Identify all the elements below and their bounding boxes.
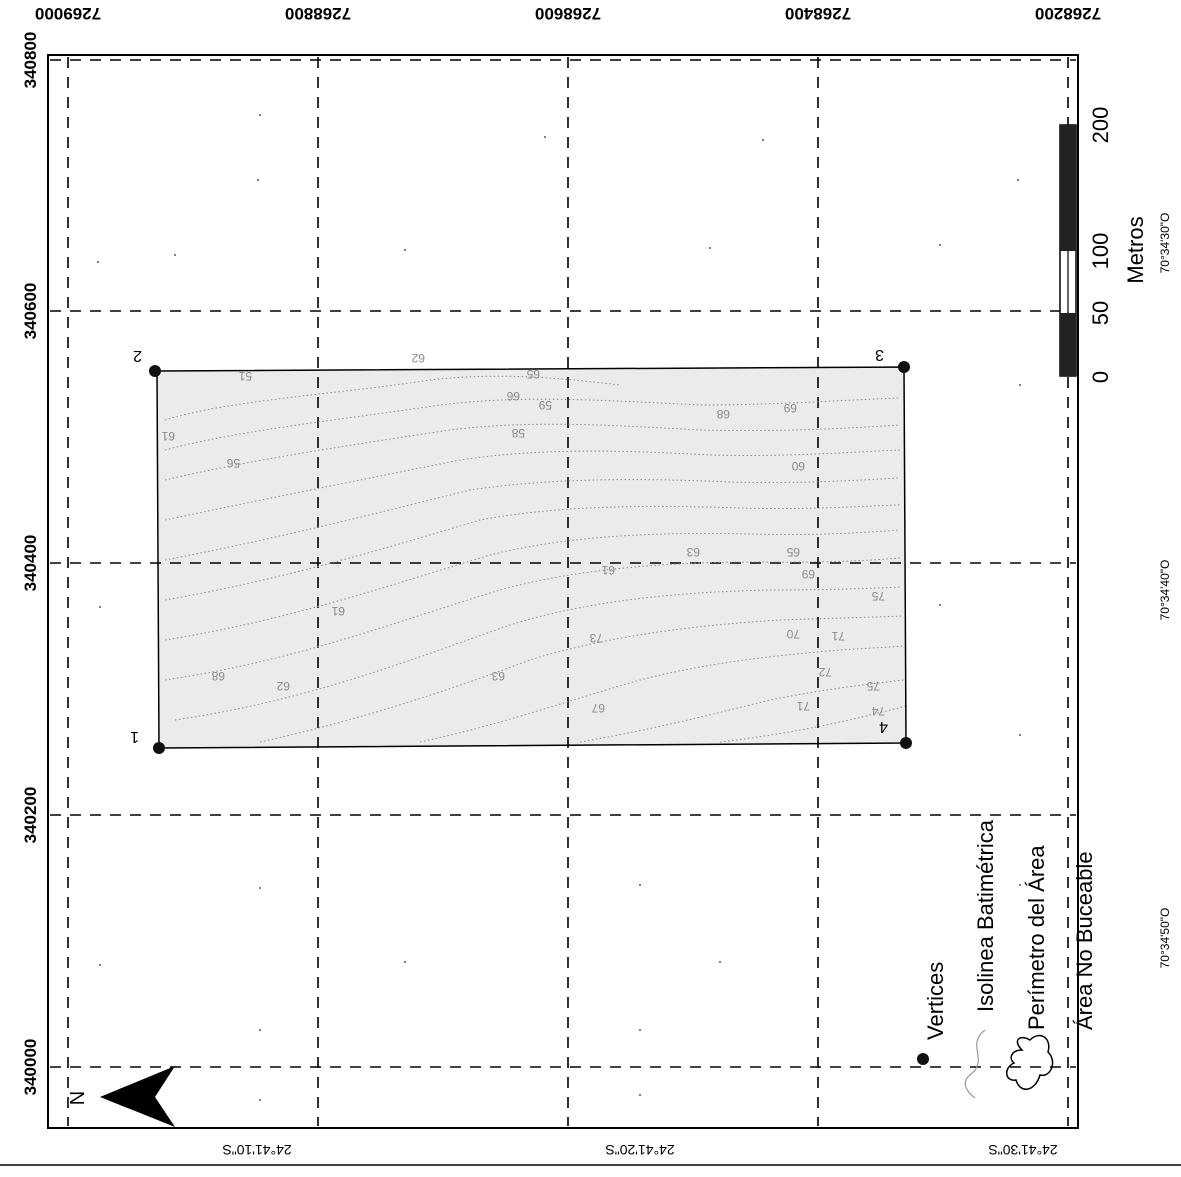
top-coord-1: 7268800: [285, 4, 351, 23]
contour-label: 71: [831, 629, 845, 643]
legend-vertex-icon: [917, 1053, 929, 1065]
contour-label: 71: [796, 699, 810, 713]
contour-label: 67: [591, 701, 605, 715]
contour-lines: [164, 375, 906, 743]
contour-label: 66: [506, 389, 520, 403]
left-coord-0: 340800: [21, 32, 40, 89]
left-coordinate-labels: 340800 340600 340400 340200 340000: [21, 32, 40, 1096]
contour-label: 72: [818, 665, 832, 679]
legend-isolinea-label: Isolinea Batimétrica: [973, 819, 998, 1012]
legend-no-buceable-label: Área No Buceable: [1072, 851, 1097, 1030]
right-coord-2: 70°34'50"O: [1158, 908, 1172, 969]
scale-tick-50: 50: [1088, 301, 1113, 325]
bottom-coordinate-labels: 24°41'10"S 24°41'20"S 24°41'30"S: [222, 1142, 1057, 1158]
contour-label: 69: [783, 401, 797, 415]
vertex-1: [153, 742, 165, 754]
contour-label: 62: [411, 351, 425, 365]
left-coord-2: 340400: [21, 535, 40, 592]
right-coord-0: 70°34'30"O: [1158, 213, 1172, 274]
vertex-label-4: 4: [879, 718, 888, 735]
vertex-labels: 1 2 3 4: [130, 346, 888, 745]
north-arrow-icon: [100, 1066, 175, 1127]
left-coord-3: 340200: [21, 787, 40, 844]
left-coord-1: 340600: [21, 283, 40, 340]
vertex-label-1: 1: [130, 728, 139, 745]
contour-label: 63: [686, 545, 700, 559]
scale-bar-segment-dark-2: [1060, 313, 1076, 376]
scale-bar: 0 50 100 200 Metros: [1059, 107, 1148, 383]
contour-label: 65: [786, 545, 800, 559]
top-coord-3: 7268400: [785, 4, 851, 23]
vertex-2: [149, 365, 161, 377]
top-coordinate-labels: 7269000 7268800 7268600 7268400 7268200: [35, 4, 1101, 23]
scale-bar-segment-dark-1: [1060, 125, 1076, 251]
survey-points: [97, 114, 1021, 1101]
left-coord-4: 340000: [21, 1039, 40, 1096]
vertex-points: [149, 361, 912, 754]
vertex-label-3: 3: [875, 346, 884, 363]
map-frame: [47, 54, 1079, 1129]
contour-label: 56: [226, 456, 240, 470]
contour-label: 75: [866, 679, 880, 693]
vertex-label-2: 2: [133, 347, 142, 364]
bottom-coord-1: 24°41'20"S: [605, 1142, 674, 1158]
scale-tick-200: 200: [1088, 107, 1113, 144]
contour-label: 75: [871, 589, 885, 603]
right-coord-1: 70°34'40"O: [1158, 560, 1172, 621]
contour-label: 69: [801, 567, 815, 581]
right-coordinate-labels: 70°34'30"O 70°34'40"O 70°34'50"O: [1158, 213, 1172, 969]
contour-label: 61: [601, 563, 615, 577]
legend-perimetro-label: Perímetro del Área: [1024, 845, 1049, 1030]
contour-label: 61: [331, 604, 345, 618]
north-label: N: [67, 1091, 89, 1105]
contour-label: 61: [161, 429, 175, 443]
contour-label: 68: [716, 407, 730, 421]
contour-label: 62: [276, 679, 290, 693]
legend-vertices-label: Vertices: [923, 962, 948, 1040]
bottom-coord-2: 24°41'30"S: [988, 1142, 1057, 1158]
contour-label: 59: [538, 398, 552, 412]
vertex-3: [898, 361, 910, 373]
top-coord-4: 7268200: [1035, 4, 1101, 23]
contour-label: 63: [491, 669, 505, 683]
contour-label: 58: [511, 426, 525, 440]
contour-label: 73: [589, 631, 603, 645]
legend-contour-icon: [964, 1029, 986, 1099]
legend-polygon-icon: [1006, 1034, 1054, 1090]
contour-label: 51: [238, 369, 252, 383]
contour-label: 65: [526, 367, 540, 381]
grid-horizontal: [50, 59, 1076, 1068]
top-coord-2: 7268600: [535, 4, 601, 23]
contour-label: 68: [211, 669, 225, 683]
scale-unit: Metros: [1123, 216, 1148, 283]
contour-label: 70: [786, 627, 800, 641]
vertex-4: [900, 737, 912, 749]
top-coord-0: 7269000: [35, 4, 101, 23]
grid-vertical: [67, 57, 1069, 1126]
contour-label: 74: [871, 704, 885, 718]
scale-tick-100: 100: [1088, 233, 1113, 270]
bottom-coord-0: 24°41'10"S: [222, 1142, 291, 1158]
north-arrow: N: [67, 1066, 175, 1127]
scale-tick-0: 0: [1088, 371, 1113, 383]
contour-label: 60: [791, 459, 805, 473]
legend: Vertices Isolinea Batimétrica Perímetro …: [917, 819, 1097, 1099]
